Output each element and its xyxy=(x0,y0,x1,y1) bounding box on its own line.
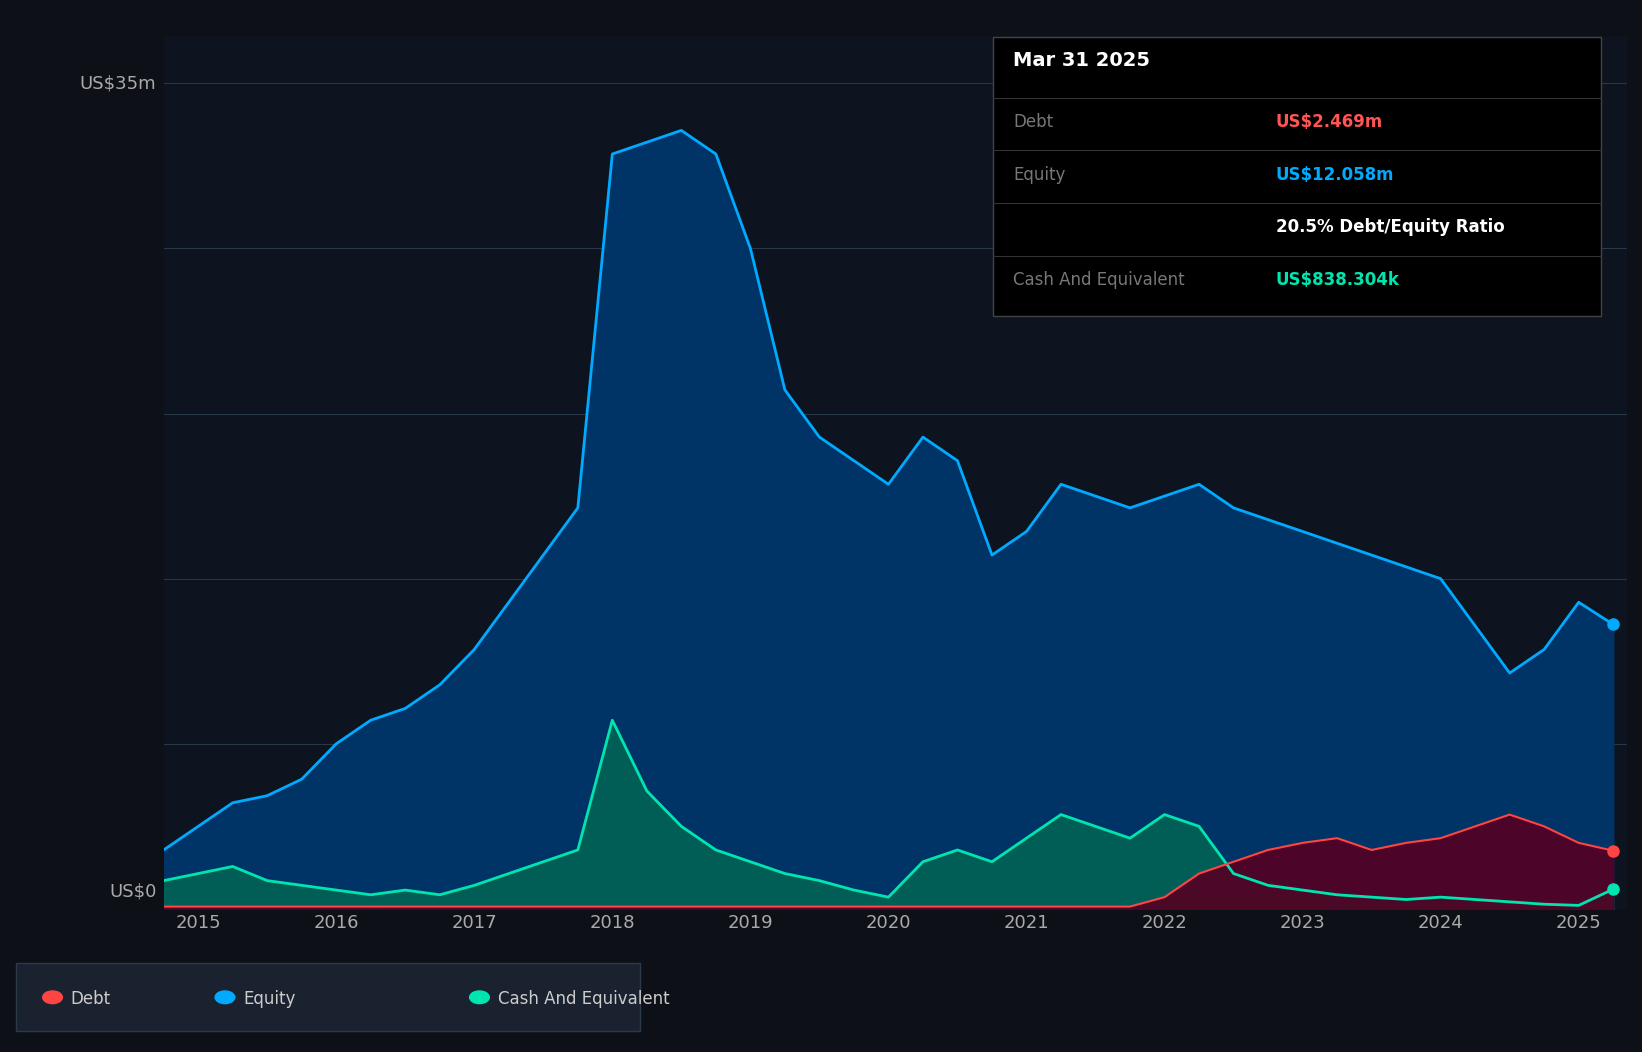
Text: Cash And Equivalent: Cash And Equivalent xyxy=(1013,271,1186,289)
Text: Equity: Equity xyxy=(1013,166,1066,184)
Text: Mar 31 2025: Mar 31 2025 xyxy=(1013,52,1149,70)
Text: Cash And Equivalent: Cash And Equivalent xyxy=(498,990,670,1008)
Text: US$838.304k: US$838.304k xyxy=(1276,271,1399,289)
Text: US$2.469m: US$2.469m xyxy=(1276,114,1383,132)
Text: US$35m: US$35m xyxy=(80,75,156,93)
Text: Equity: Equity xyxy=(243,990,296,1008)
Text: 20.5% Debt/Equity Ratio: 20.5% Debt/Equity Ratio xyxy=(1276,219,1504,237)
Text: Debt: Debt xyxy=(1013,114,1053,132)
Text: US$12.058m: US$12.058m xyxy=(1276,166,1394,184)
Text: US$0: US$0 xyxy=(108,883,156,901)
Text: Debt: Debt xyxy=(71,990,110,1008)
